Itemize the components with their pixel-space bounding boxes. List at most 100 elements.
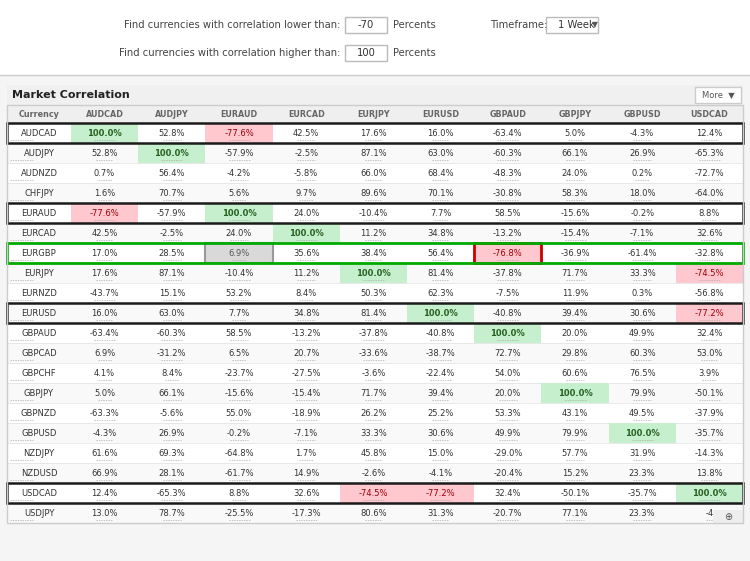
Text: -31.2%: -31.2%: [157, 348, 187, 357]
Text: EURJPY: EURJPY: [24, 269, 54, 278]
Bar: [206, 243, 272, 263]
Bar: [7, 243, 743, 263]
Bar: [7, 105, 743, 123]
Text: -25.5%: -25.5%: [224, 508, 254, 517]
Text: -23.7%: -23.7%: [224, 369, 254, 378]
Text: -57.9%: -57.9%: [224, 149, 254, 158]
Text: 5.0%: 5.0%: [94, 389, 116, 398]
Text: 100.0%: 100.0%: [558, 389, 592, 398]
Text: Market Correlation: Market Correlation: [12, 90, 130, 100]
Text: -63.4%: -63.4%: [493, 128, 523, 137]
Text: -15.4%: -15.4%: [560, 228, 590, 237]
Text: 81.4%: 81.4%: [427, 269, 454, 278]
Text: GBPUSD: GBPUSD: [623, 109, 661, 118]
Text: 31.3%: 31.3%: [427, 508, 454, 517]
Text: ▼: ▼: [592, 20, 598, 29]
Text: 16.0%: 16.0%: [92, 309, 118, 318]
Text: -29.0%: -29.0%: [493, 448, 523, 458]
Bar: [7, 105, 743, 523]
Text: 34.8%: 34.8%: [293, 309, 320, 318]
Text: -63.3%: -63.3%: [90, 408, 119, 417]
Text: -43.7%: -43.7%: [90, 288, 119, 297]
Text: AUDJPY: AUDJPY: [23, 149, 55, 158]
Text: -63.4%: -63.4%: [90, 329, 119, 338]
Text: 33.3%: 33.3%: [360, 429, 387, 438]
Bar: [713, 510, 743, 524]
Text: 8.4%: 8.4%: [296, 288, 316, 297]
Text: EURUSD: EURUSD: [422, 109, 459, 118]
Bar: [7, 463, 743, 483]
Bar: [7, 123, 743, 143]
Text: -7.5%: -7.5%: [496, 288, 520, 297]
Bar: [608, 423, 676, 443]
Bar: [7, 85, 743, 105]
Text: -74.5%: -74.5%: [358, 489, 388, 498]
Text: 13.0%: 13.0%: [92, 508, 118, 517]
Bar: [7, 443, 743, 463]
Text: 23.3%: 23.3%: [629, 508, 656, 517]
Text: 32.6%: 32.6%: [293, 489, 320, 498]
Text: 53.0%: 53.0%: [696, 348, 723, 357]
Text: -37.8%: -37.8%: [358, 329, 388, 338]
Text: 58.5%: 58.5%: [226, 329, 252, 338]
Text: 100.0%: 100.0%: [222, 209, 256, 218]
Text: 8.4%: 8.4%: [161, 369, 182, 378]
Text: -57.9%: -57.9%: [157, 209, 187, 218]
Text: 42.5%: 42.5%: [92, 228, 118, 237]
Text: GBPCAD: GBPCAD: [21, 348, 57, 357]
Text: -77.2%: -77.2%: [426, 489, 455, 498]
Text: 12.4%: 12.4%: [696, 128, 722, 137]
Text: -30.8%: -30.8%: [493, 188, 523, 197]
Text: -17.3%: -17.3%: [292, 508, 321, 517]
Text: 66.0%: 66.0%: [360, 168, 387, 177]
Text: -22.4%: -22.4%: [426, 369, 455, 378]
Text: -37.9%: -37.9%: [694, 408, 724, 417]
Text: 35.6%: 35.6%: [293, 249, 320, 257]
Text: -4: -4: [705, 508, 713, 517]
Text: -20.4%: -20.4%: [493, 468, 523, 477]
Bar: [7, 123, 743, 143]
Bar: [676, 483, 743, 503]
Bar: [474, 243, 542, 263]
Text: -2.5%: -2.5%: [160, 228, 184, 237]
Text: -10.4%: -10.4%: [224, 269, 254, 278]
Bar: [71, 123, 138, 143]
Text: 60.6%: 60.6%: [562, 369, 588, 378]
Text: -15.6%: -15.6%: [224, 389, 254, 398]
Bar: [695, 87, 741, 103]
Text: 3.9%: 3.9%: [699, 369, 720, 378]
Text: AUDCAD: AUDCAD: [21, 128, 57, 137]
Text: 11.2%: 11.2%: [360, 228, 386, 237]
Text: 26.2%: 26.2%: [360, 408, 387, 417]
Text: -60.3%: -60.3%: [157, 329, 187, 338]
Text: 71.7%: 71.7%: [360, 389, 387, 398]
Text: 66.1%: 66.1%: [158, 389, 185, 398]
Text: 33.3%: 33.3%: [628, 269, 656, 278]
Bar: [7, 303, 743, 323]
Text: 72.7%: 72.7%: [494, 348, 521, 357]
Text: GBPCHF: GBPCHF: [22, 369, 56, 378]
Text: -38.7%: -38.7%: [426, 348, 455, 357]
Text: 0.3%: 0.3%: [632, 288, 652, 297]
Text: Timeframe:: Timeframe:: [490, 20, 548, 30]
Text: 4.1%: 4.1%: [94, 369, 116, 378]
Text: GBPUSD: GBPUSD: [21, 429, 57, 438]
Text: 11.9%: 11.9%: [562, 288, 588, 297]
Text: -13.2%: -13.2%: [292, 329, 321, 338]
Text: -50.1%: -50.1%: [560, 489, 590, 498]
Text: -4.1%: -4.1%: [428, 468, 453, 477]
Bar: [0, 0, 750, 75]
Text: 9.7%: 9.7%: [296, 188, 316, 197]
Text: 8.8%: 8.8%: [228, 489, 250, 498]
Text: 63.0%: 63.0%: [158, 309, 185, 318]
Text: -35.7%: -35.7%: [694, 429, 724, 438]
Text: -77.6%: -77.6%: [90, 209, 119, 218]
Text: 31.9%: 31.9%: [629, 448, 656, 458]
Text: 30.6%: 30.6%: [629, 309, 656, 318]
Text: 29.8%: 29.8%: [562, 348, 588, 357]
Bar: [345, 44, 387, 61]
Text: -32.8%: -32.8%: [694, 249, 724, 257]
Text: -65.3%: -65.3%: [694, 149, 724, 158]
Text: NZDUSD: NZDUSD: [21, 468, 57, 477]
Text: -64.8%: -64.8%: [224, 448, 254, 458]
